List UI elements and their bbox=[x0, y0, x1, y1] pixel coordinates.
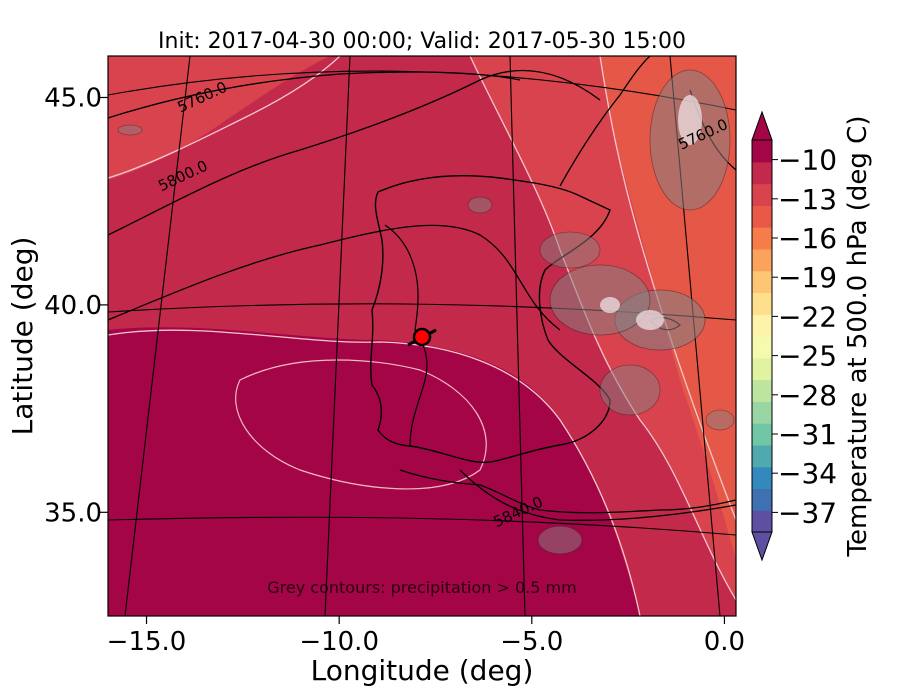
height-contour bbox=[459, 469, 736, 521]
isotherm bbox=[599, 56, 736, 521]
y-tick-label: 45.0 bbox=[44, 83, 102, 113]
coastline-france bbox=[559, 56, 651, 187]
graticule-line bbox=[124, 56, 191, 616]
colorbar-segment bbox=[752, 292, 772, 315]
colorbar-segment bbox=[752, 401, 772, 424]
isotherm bbox=[108, 56, 341, 179]
colorbar-segment bbox=[752, 227, 772, 250]
coastline-north-africa bbox=[399, 469, 736, 514]
colorbar-segment bbox=[752, 140, 772, 163]
colorbar-tick-label: −25 bbox=[778, 340, 837, 373]
chart-title: Init: 2017-04-30 00:00; Valid: 2017-05-3… bbox=[158, 29, 686, 54]
colorbar-label: Temperature at 500.0 hPa (deg C) bbox=[843, 116, 873, 558]
y-axis-label: Latitude (deg) bbox=[6, 237, 39, 436]
colorbar-segment bbox=[752, 270, 772, 294]
colorbar-tick-label: −37 bbox=[778, 496, 837, 529]
site-marker bbox=[412, 327, 432, 347]
cold-core-inner bbox=[235, 359, 487, 490]
coastline-iberia bbox=[370, 174, 611, 464]
colorbar: −10 −13 −16 −19 −22 −25 −28 −31 −34 −37 bbox=[751, 110, 837, 562]
colorbar-tick-label: −19 bbox=[778, 261, 837, 294]
colorbar-segment bbox=[752, 357, 772, 381]
x-tick-label: −5.0 bbox=[500, 627, 563, 657]
colorbar-extend-max bbox=[751, 110, 773, 141]
colorbar-segment bbox=[752, 466, 772, 490]
y-axis: 35.0 40.0 45.0 bbox=[44, 83, 108, 528]
graticule-line bbox=[509, 56, 526, 616]
colorbar-segment bbox=[752, 336, 772, 359]
precip-annotation: Grey contours: precipitation > 0.5 mm bbox=[267, 578, 576, 597]
colorbar-segment bbox=[752, 161, 772, 185]
plot-frame bbox=[107, 55, 737, 617]
graticule-line bbox=[324, 56, 351, 616]
colorbar-segment bbox=[752, 423, 772, 446]
colorbar-tick-label: −13 bbox=[778, 183, 837, 216]
precipitation-highlights bbox=[600, 95, 702, 330]
colorbar-extend-min bbox=[751, 531, 773, 562]
colorbar-tick-label: −10 bbox=[778, 144, 837, 177]
x-axis: −15.0 −10.0 −5.0 0.0 bbox=[107, 616, 745, 657]
colorbar-segment bbox=[752, 488, 772, 511]
colorbar-segment bbox=[752, 510, 772, 533]
graticule-line bbox=[108, 516, 736, 536]
colorbar-tick-label: −34 bbox=[778, 457, 837, 490]
x-tick-label: −15.0 bbox=[107, 627, 187, 657]
colorbar-tick-label: −31 bbox=[778, 418, 837, 451]
colorbar-tick-label: −16 bbox=[778, 222, 837, 255]
colorbar-frame bbox=[751, 139, 773, 533]
x-tick-label: 0.0 bbox=[704, 627, 745, 657]
colorbar-segment bbox=[752, 248, 772, 272]
colorbar-tick-label: −22 bbox=[778, 300, 837, 333]
graticule-line bbox=[108, 70, 736, 111]
x-axis-label: Longitude (deg) bbox=[311, 654, 534, 687]
colorbar-segment bbox=[752, 314, 772, 337]
border-portugal-spain bbox=[384, 224, 428, 447]
colorbar-segment bbox=[752, 444, 772, 468]
colorbar-segment bbox=[752, 379, 772, 402]
y-tick-label: 40.0 bbox=[44, 291, 102, 321]
isotherm bbox=[108, 329, 641, 616]
y-tick-label: 35.0 bbox=[44, 498, 102, 528]
x-tick-label: −10.0 bbox=[299, 627, 379, 657]
warm-band-northwest bbox=[108, 56, 330, 180]
colorbar-segment bbox=[752, 183, 772, 206]
colorbar-segment bbox=[752, 205, 772, 228]
colorbar-tick-label: −28 bbox=[778, 379, 837, 412]
height-contour bbox=[108, 69, 601, 236]
